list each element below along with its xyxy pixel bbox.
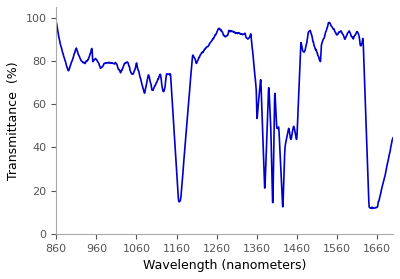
Y-axis label: Transmittance  (%): Transmittance (%) [7,61,20,180]
X-axis label: Wavelength (nanometers): Wavelength (nanometers) [143,259,306,272]
